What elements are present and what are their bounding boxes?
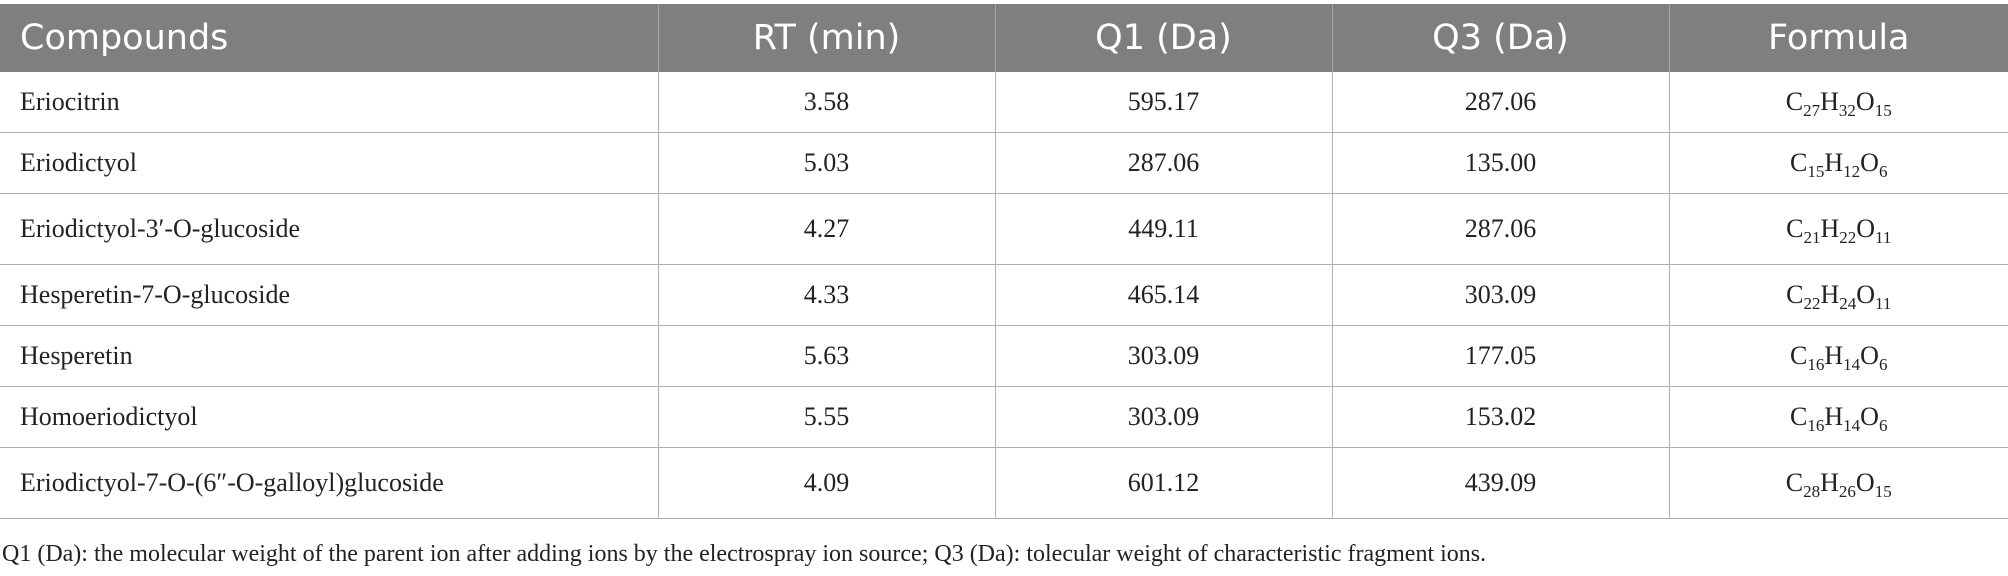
cell-formula: C16H14O6 xyxy=(1668,325,2008,387)
cell-compound: Eriodictyol xyxy=(0,132,658,194)
cell-q1: 449.11 xyxy=(994,193,1332,265)
formula-subscript: 16 xyxy=(1807,354,1825,374)
table-header-row: Compounds RT (min) Q1 (Da) Q3 (Da) Formu… xyxy=(0,4,2008,72)
table-footnote: Q1 (Da): the molecular weight of the par… xyxy=(2,541,1487,567)
cell-rt: 4.27 xyxy=(657,193,995,265)
cell-compound: Eriodictyol-3′-O-glucoside xyxy=(0,193,658,265)
compounds-table: Compounds RT (min) Q1 (Da) Q3 (Da) Formu… xyxy=(0,4,2008,519)
formula-element: O xyxy=(1856,214,1876,243)
cell-rt: 4.09 xyxy=(657,447,995,519)
formula-element: C xyxy=(1790,402,1808,431)
formula-element: O xyxy=(1860,148,1879,177)
formula-element: H xyxy=(1824,341,1844,370)
cell-rt: 5.03 xyxy=(657,132,995,194)
header-rt: RT (min) xyxy=(657,4,995,72)
formula-subscript: 14 xyxy=(1843,415,1861,435)
cell-q3: 287.06 xyxy=(1331,72,1669,133)
cell-q3: 153.02 xyxy=(1331,386,1669,448)
cell-q3: 439.09 xyxy=(1331,447,1669,519)
formula-subscript: 26 xyxy=(1838,481,1856,501)
cell-q1: 465.14 xyxy=(994,264,1332,326)
formula-element: O xyxy=(1860,402,1879,431)
cell-q1: 287.06 xyxy=(994,132,1332,194)
formula-subscript: 16 xyxy=(1807,415,1825,435)
cell-formula: C28H26O15 xyxy=(1668,447,2008,519)
cell-q1: 601.12 xyxy=(994,447,1332,519)
formula-element: C xyxy=(1785,87,1804,116)
formula-subscript: 24 xyxy=(1839,293,1857,313)
formula-element: H xyxy=(1820,214,1840,243)
table-row: Hesperetin-7-O-glucoside 4.33 465.14 303… xyxy=(0,264,2008,326)
cell-formula: C16H14O6 xyxy=(1668,386,2008,448)
formula-element: H xyxy=(1824,148,1844,177)
header-formula: Formula xyxy=(1668,4,2008,72)
header-q1: Q1 (Da) xyxy=(994,4,1332,72)
formula-subscript: 6 xyxy=(1878,354,1888,374)
cell-q1: 303.09 xyxy=(994,386,1332,448)
table-row: Eriodictyol-3′-O-glucoside 4.27 449.11 2… xyxy=(0,193,2008,265)
formula-subscript: 15 xyxy=(1874,100,1892,120)
table-row: Homoeriodictyol 5.55 303.09 153.02 C16H1… xyxy=(0,386,2008,448)
cell-q3: 135.00 xyxy=(1331,132,1669,194)
cell-compound: Hesperetin-7-O-glucoside xyxy=(0,264,658,326)
cell-formula: C22H24O11 xyxy=(1668,264,2008,326)
cell-compound: Homoeriodictyol xyxy=(0,386,658,448)
cell-rt: 5.63 xyxy=(657,325,995,387)
table-row: Hesperetin 5.63 303.09 177.05 C16H14O6 xyxy=(0,325,2008,387)
formula-subscript: 28 xyxy=(1803,481,1821,501)
cell-compound: Eriodictyol-7-O-(6″-O-galloyl)glucoside xyxy=(0,447,658,519)
formula-element: C xyxy=(1790,341,1808,370)
formula-element: H xyxy=(1824,402,1844,431)
cell-q3: 303.09 xyxy=(1331,264,1669,326)
formula-subscript: 21 xyxy=(1803,227,1821,247)
formula-subscript: 22 xyxy=(1803,293,1821,313)
cell-q1: 303.09 xyxy=(994,325,1332,387)
formula-element: C xyxy=(1790,148,1808,177)
formula-subscript: 15 xyxy=(1874,481,1892,501)
cell-rt: 5.55 xyxy=(657,386,995,448)
table-row: Eriodictyol 5.03 287.06 135.00 C15H12O6 xyxy=(0,132,2008,194)
header-q3: Q3 (Da) xyxy=(1331,4,1669,72)
formula-element: O xyxy=(1855,468,1875,497)
cell-rt: 4.33 xyxy=(657,264,995,326)
cell-q3: 287.06 xyxy=(1331,193,1669,265)
cell-formula: C27H32O15 xyxy=(1668,72,2008,133)
formula-subscript: 15 xyxy=(1807,161,1825,181)
cell-q3: 177.05 xyxy=(1331,325,1669,387)
formula-element: H xyxy=(1820,87,1839,116)
table-row: Eriodictyol-7-O-(6″-O-galloyl)glucoside … xyxy=(0,447,2008,519)
formula-element: H xyxy=(1820,280,1840,309)
formula-element: C xyxy=(1786,280,1804,309)
formula-subscript: 32 xyxy=(1838,100,1856,120)
cell-formula: C21H22O11 xyxy=(1668,193,2008,265)
header-compounds: Compounds xyxy=(0,4,658,72)
cell-formula: C15H12O6 xyxy=(1668,132,2008,194)
table-row: Eriocitrin 3.58 595.17 287.06 C27H32O15 xyxy=(0,72,2008,133)
formula-subscript: 27 xyxy=(1803,100,1821,120)
formula-element: O xyxy=(1860,341,1879,370)
formula-subscript: 6 xyxy=(1878,161,1888,181)
formula-subscript: 14 xyxy=(1843,354,1861,374)
formula-element: C xyxy=(1785,468,1804,497)
formula-subscript: 6 xyxy=(1878,415,1888,435)
compounds-table-container: Compounds RT (min) Q1 (Da) Q3 (Da) Formu… xyxy=(0,4,2008,519)
cell-q1: 595.17 xyxy=(994,72,1332,133)
formula-element: O xyxy=(1856,280,1876,309)
formula-element: O xyxy=(1855,87,1875,116)
cell-rt: 3.58 xyxy=(657,72,995,133)
formula-subscript: 12 xyxy=(1843,161,1861,181)
cell-compound: Eriocitrin xyxy=(0,72,658,133)
formula-subscript: 11 xyxy=(1875,227,1892,247)
formula-element: C xyxy=(1786,214,1804,243)
formula-element: H xyxy=(1820,468,1839,497)
formula-subscript: 11 xyxy=(1875,293,1892,313)
formula-subscript: 22 xyxy=(1839,227,1857,247)
cell-compound: Hesperetin xyxy=(0,325,658,387)
